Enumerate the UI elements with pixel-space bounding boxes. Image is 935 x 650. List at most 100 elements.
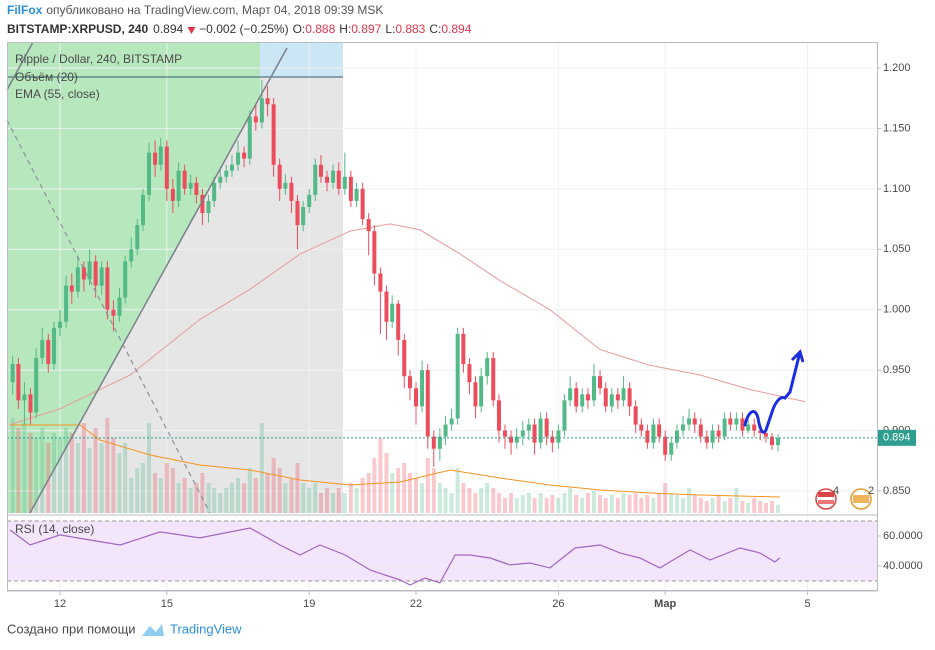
candle-body xyxy=(704,436,709,443)
change: −0.002 (−0.25%) xyxy=(199,22,288,36)
candle-body xyxy=(763,432,768,437)
candle-body xyxy=(734,418,739,425)
volume-bar xyxy=(28,433,33,513)
volume-bar xyxy=(414,478,419,513)
volume-bar xyxy=(301,483,306,513)
x-tick-label: 5 xyxy=(805,598,811,610)
volume-bar xyxy=(164,463,169,513)
volume-bar xyxy=(687,488,692,513)
candle-body xyxy=(639,424,644,431)
candle-body xyxy=(728,418,733,425)
candle-body xyxy=(247,116,252,159)
y-tick-label: 60.0000 xyxy=(883,530,923,542)
volume-bar xyxy=(621,493,626,513)
candle-body xyxy=(437,436,442,449)
volume-bar xyxy=(769,501,774,513)
volume-bar xyxy=(390,473,395,513)
volume-bar xyxy=(627,495,632,513)
volume-bar xyxy=(140,463,145,513)
candle-body xyxy=(414,388,419,407)
candle-body xyxy=(46,339,51,365)
event-badge[interactable]: 4 xyxy=(815,485,839,510)
candle-body xyxy=(236,152,241,165)
volume-bar xyxy=(224,488,229,513)
volume-bar xyxy=(117,453,122,513)
open: 0.888 xyxy=(305,22,335,36)
volume-bar xyxy=(69,433,74,513)
volume-bar xyxy=(378,438,383,513)
volume-bar xyxy=(431,468,436,513)
position-shade xyxy=(260,42,343,77)
volume-bar xyxy=(752,498,757,513)
high-label: H: xyxy=(339,22,351,36)
candle-body xyxy=(325,176,330,183)
volume-bar xyxy=(40,428,45,513)
footer-text: Создано при помощи xyxy=(7,621,136,636)
footer-brand[interactable]: TradingView xyxy=(170,621,242,636)
candle-body xyxy=(265,98,270,105)
header-line: FilFox опубликовано на TradingView.com, М… xyxy=(7,3,383,17)
volume-bar xyxy=(538,493,543,513)
volume-bar xyxy=(58,438,63,513)
candle-body xyxy=(776,437,781,446)
candle-body xyxy=(680,424,685,431)
down-triangle xyxy=(187,27,196,34)
candle-body xyxy=(538,418,543,443)
candle-body xyxy=(633,406,638,425)
candle-body xyxy=(277,164,282,189)
volume-bar xyxy=(657,493,662,513)
candle-body xyxy=(111,309,116,316)
candle-body xyxy=(716,430,721,437)
event-badge[interactable]: 2 xyxy=(850,485,874,510)
volume-bar xyxy=(212,488,217,513)
volume-bar xyxy=(123,443,128,513)
candle-body xyxy=(657,424,662,437)
candle-body xyxy=(503,430,508,437)
candle-body xyxy=(692,418,697,425)
candle-body xyxy=(313,164,318,195)
candle-body xyxy=(390,303,395,322)
volume-bar xyxy=(366,473,371,513)
author: FilFox xyxy=(7,3,43,17)
volume-bar xyxy=(716,495,721,513)
candle-body xyxy=(51,327,56,365)
volume-bar xyxy=(674,495,679,513)
volume-bar xyxy=(342,493,347,513)
candle-body xyxy=(271,104,276,165)
close: 0.894 xyxy=(441,22,471,36)
volume-bar xyxy=(16,428,21,513)
candle-body xyxy=(615,394,620,401)
volume-bar xyxy=(645,495,650,513)
volume-bar xyxy=(550,495,555,513)
candle-body xyxy=(158,146,163,165)
volume-bar xyxy=(503,498,508,513)
last-price-label: 0.894 xyxy=(883,432,911,444)
candle-body xyxy=(651,424,656,443)
candle-body xyxy=(443,424,448,437)
volume-bar xyxy=(461,483,466,513)
candle-body xyxy=(105,267,110,310)
volume-bar xyxy=(105,418,110,513)
volume-bar xyxy=(437,483,442,513)
volume-bar xyxy=(93,428,98,513)
volume-bar xyxy=(651,498,656,513)
x-tick-label: 22 xyxy=(410,598,422,610)
candle-body xyxy=(758,430,763,433)
ema-legend: EMA (55, close) xyxy=(15,87,100,101)
x-tick-label: 12 xyxy=(54,598,66,610)
candle-body xyxy=(360,188,365,220)
rsi-line xyxy=(9,527,781,586)
volume-bar xyxy=(520,495,525,513)
badge-count: 4 xyxy=(833,485,839,497)
volume-bar xyxy=(158,478,163,513)
candle-body xyxy=(372,231,377,274)
volume-bar xyxy=(271,458,276,513)
candle-body xyxy=(603,388,608,407)
volume-bar xyxy=(485,483,490,513)
volume-bar xyxy=(615,498,620,513)
candle-body xyxy=(449,418,454,425)
candle-body xyxy=(218,176,223,183)
volume-bar xyxy=(348,483,353,513)
position-target-shade xyxy=(7,42,260,77)
